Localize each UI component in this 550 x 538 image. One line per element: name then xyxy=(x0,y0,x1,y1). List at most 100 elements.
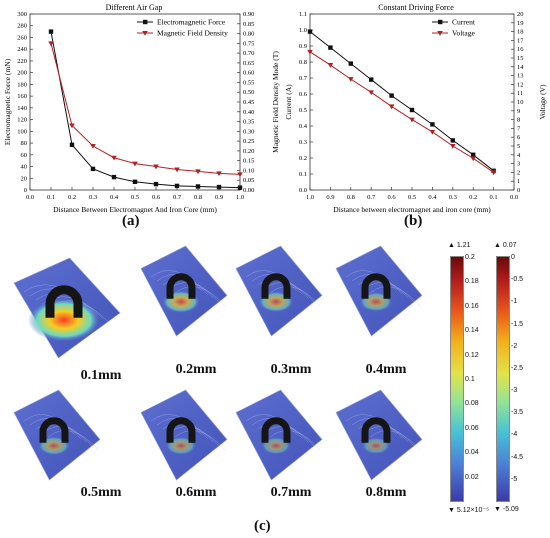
field-line xyxy=(369,430,421,451)
colorbar-left-tick-label: 0.08 xyxy=(465,400,479,408)
colorbar-left-tick-label: 0.12 xyxy=(465,351,479,359)
chart-a-y2-tick-label: 0.25 xyxy=(243,138,254,145)
chart-b-point-1 xyxy=(307,29,313,34)
chart-b-point-2 xyxy=(490,170,497,176)
chart-a-x-tick-label: 0.2 xyxy=(68,194,76,201)
chart-b-legend-marker-2 xyxy=(437,31,443,36)
chart-a-point-1 xyxy=(132,179,138,184)
chart-b-point-1 xyxy=(450,138,455,143)
chart-a-y2-tick-label: 0.20 xyxy=(243,148,254,155)
field-line xyxy=(47,430,99,451)
chart-b-y2-tick-label: 8 xyxy=(517,117,520,124)
chart-a-point-2 xyxy=(216,171,222,177)
electromagnet-core xyxy=(261,417,291,443)
field-line xyxy=(245,414,297,435)
sim-tile-6 xyxy=(140,389,228,481)
chart-air-gap: Different Air Gap 0.0 0.1 0.2 0.3 0.4 0.5 0.6 0… xyxy=(3,3,280,214)
field-line xyxy=(150,270,202,291)
chart-b-y2-tick-label: 6 xyxy=(517,134,521,141)
field-line xyxy=(245,270,297,291)
chart-b-legend-label-2: Voltage xyxy=(452,29,475,38)
sim-plate xyxy=(335,245,423,337)
chart-a-point-1 xyxy=(174,183,180,189)
electromagnet-core xyxy=(361,417,391,443)
chart-b-point-2 xyxy=(327,63,334,68)
chart-a-y-tick-label: 140 xyxy=(17,105,27,112)
chart-a-y-tick-label: 40 xyxy=(21,164,28,171)
chart-constant-force: Constant Driving Force 1.0 0.9 0.8 0.7 0.6 0.… xyxy=(284,3,547,214)
chart-a-point-2 xyxy=(69,123,75,129)
chart-b-point-2 xyxy=(368,90,374,96)
chart-a-y2-tick-label: 0.05 xyxy=(243,177,254,184)
chart-b-point-1 xyxy=(369,77,374,82)
chart-a-point-1 xyxy=(153,181,159,187)
tile-label-7: 0.7mm xyxy=(270,485,312,500)
chart-a-y2-tick-label: 0.30 xyxy=(243,128,254,135)
chart-a-y-tick-label: 180 xyxy=(17,81,27,88)
chart-b-y2-axis-label: Voltage (V) xyxy=(538,84,547,120)
chart-a-x-tick-label: 0.5 xyxy=(131,194,139,201)
chart-b-x-tick-label: 0.6 xyxy=(388,194,397,201)
colorbar-right-tick-label: -2 xyxy=(511,342,518,350)
chart-b-point-1 xyxy=(409,107,415,113)
chart-b-y-tick-label: 0.6 xyxy=(299,91,308,98)
colorbar-right-max: ▲ 0.07 xyxy=(494,242,517,249)
chart-b-y-tick-label: 0.5 xyxy=(299,107,307,114)
chart-b-y2-tick-label: 1 xyxy=(517,178,520,185)
chart-b-y2-tick-label: 18 xyxy=(517,29,524,36)
chart-b-y2-tick-label: 15 xyxy=(517,55,524,62)
chart-a-point-2 xyxy=(132,161,138,167)
electromagnet-core xyxy=(39,417,69,443)
chart-b-y-tick-label: 0.1 xyxy=(299,171,307,178)
field-line xyxy=(174,286,226,307)
chart-b-point-2 xyxy=(307,49,313,55)
chart-b-x-tick-label: 0.7 xyxy=(367,194,376,201)
chart-b-y-tick-label: 0.0 xyxy=(299,187,307,194)
colorbar-right-min: ▼ -5.09 xyxy=(494,506,519,513)
chart-b-y2-tick-label: 0 xyxy=(517,187,520,194)
chart-b-x-tick-label: 0.2 xyxy=(469,194,477,201)
chart-a-x-tick-label: 1.0 xyxy=(236,194,244,201)
chart-a-x-tick-label: 0.0 xyxy=(26,194,34,201)
field-line xyxy=(345,414,397,435)
colorbar-left-tick-label: 0.14 xyxy=(465,327,479,335)
tile-label-4: 0.4mm xyxy=(365,362,407,377)
chart-b-y2-tick-label: 4 xyxy=(517,152,521,159)
colorbar-right-tick-label: -5 xyxy=(511,475,518,483)
chart-b-legend-marker-1 xyxy=(438,19,443,25)
sim-tile-4 xyxy=(335,245,423,337)
electromagnet-core xyxy=(166,417,196,443)
chart-a-point-1 xyxy=(90,166,96,172)
chart-a-y-tick-label: 20 xyxy=(21,175,28,182)
chart-b-y-tick-label: 1.1 xyxy=(299,11,307,18)
chart-b-x-tick-label: 0.5 xyxy=(408,194,416,201)
sim-tile-3 xyxy=(235,245,323,337)
chart-a-y-tick-label: 60 xyxy=(21,152,28,159)
colorbar-right-tick-label: -4.5 xyxy=(511,453,524,461)
chart-b-y2-tick-label: 19 xyxy=(517,20,524,27)
chart-b-x-tick-label: 0.4 xyxy=(428,194,437,201)
chart-a-series-line-2 xyxy=(50,43,241,175)
chart-b-x-tick-label: 0.3 xyxy=(449,194,457,201)
chart-a-y2-tick-label: 0.40 xyxy=(243,109,254,116)
chart-b-y2-tick-label: 7 xyxy=(517,125,521,132)
chart-b-title: Constant Driving Force xyxy=(378,3,454,12)
chart-a-y2-tick-label: 0.60 xyxy=(243,70,254,77)
colorbar-left-tick-label: 0.04 xyxy=(465,449,479,457)
chart-a-point-2 xyxy=(111,155,117,161)
sim-plate xyxy=(335,389,423,481)
chart-a-y-tick-label: 160 xyxy=(17,93,27,100)
chart-b-y2-tick-label: 14 xyxy=(517,64,524,71)
field-line xyxy=(345,270,397,291)
simulation-tiles xyxy=(13,245,423,481)
colorbar-left-tick-label: 0.18 xyxy=(465,278,479,286)
colorbar-right xyxy=(496,256,510,502)
chart-a-point-2 xyxy=(237,172,243,178)
chart-a-point-1 xyxy=(195,184,201,189)
field-line xyxy=(150,414,202,435)
chart-b-series-line-1 xyxy=(309,31,494,172)
colorbar-left-tick-label: 0.06 xyxy=(465,424,479,432)
chart-a-x-tick-label: 0.1 xyxy=(47,194,55,201)
chart-a-y-tick-label: 280 xyxy=(17,23,27,30)
chart-b-y2-tick-label: 16 xyxy=(517,46,524,53)
